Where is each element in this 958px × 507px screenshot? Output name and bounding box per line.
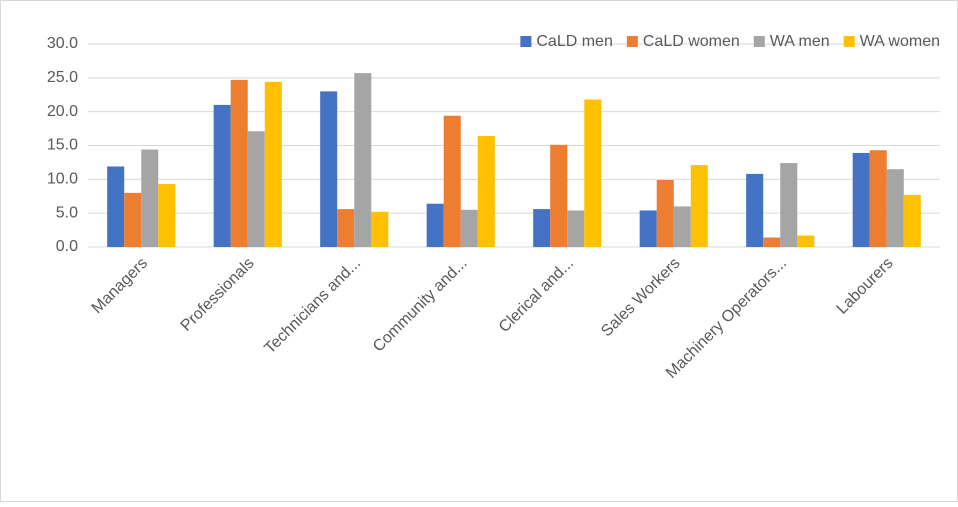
bar — [584, 99, 602, 247]
bar — [320, 91, 338, 247]
y-tick-label: 20.0 — [47, 103, 78, 120]
legend-swatch — [753, 36, 765, 47]
bar — [886, 169, 904, 247]
bar — [247, 131, 265, 247]
bar — [426, 203, 444, 247]
bar — [903, 194, 921, 247]
legend-label: CaLD men — [536, 33, 612, 50]
legend-label: WA men — [770, 33, 830, 50]
bar — [567, 210, 585, 247]
bar — [141, 149, 159, 247]
bar — [869, 150, 887, 247]
bar — [230, 79, 248, 247]
bar — [158, 184, 176, 247]
legend-swatch — [520, 36, 532, 47]
y-tick-label: 15.0 — [47, 137, 78, 154]
legend-label: WA women — [860, 33, 940, 50]
bar — [673, 206, 691, 247]
legend-label: CaLD women — [643, 33, 740, 50]
bar — [533, 209, 551, 247]
bar — [213, 104, 231, 248]
legend-swatch — [843, 36, 855, 47]
y-tick-label: 5.0 — [56, 204, 78, 221]
y-tick-label: 10.0 — [47, 171, 78, 188]
bar — [460, 209, 478, 247]
bar — [107, 166, 125, 247]
bar — [550, 144, 568, 247]
bar — [639, 210, 657, 247]
y-tick-label: 0.0 — [56, 238, 78, 255]
bar — [337, 209, 355, 247]
bar — [124, 192, 142, 247]
y-tick-label: 25.0 — [47, 69, 78, 86]
legend-swatch — [626, 36, 638, 47]
bar — [763, 237, 781, 247]
bar — [354, 73, 372, 247]
bar — [797, 235, 815, 247]
bar — [371, 211, 389, 247]
bar — [690, 165, 708, 247]
bar — [656, 180, 674, 247]
bar — [852, 152, 870, 247]
y-tick-label: 30.0 — [47, 35, 78, 52]
bar — [264, 81, 282, 247]
bar — [780, 163, 798, 247]
bar — [746, 173, 764, 247]
bar — [477, 136, 495, 247]
bar — [443, 115, 461, 247]
